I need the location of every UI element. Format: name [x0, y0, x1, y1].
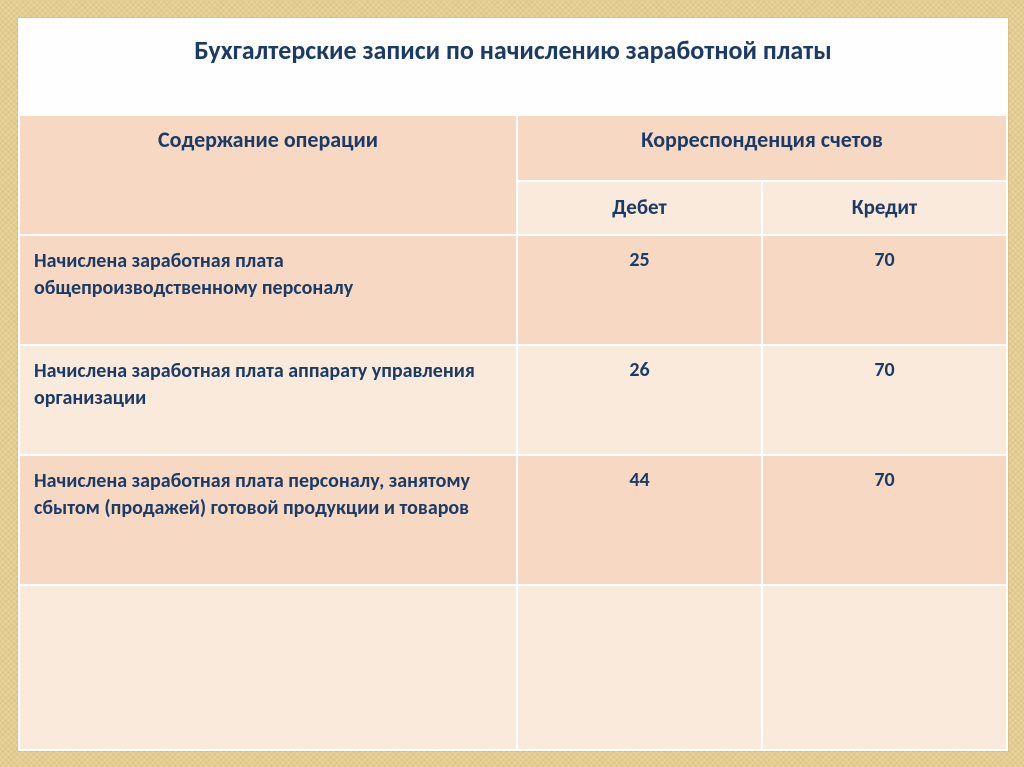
accounting-entries-table: Бухгалтерские записи по начислению зараб… — [18, 18, 1008, 751]
table-title: Бухгалтерские записи по начислению зараб… — [19, 19, 1007, 115]
column-header-credit: Кредит — [762, 181, 1007, 235]
table-row: Начислена заработная плата общепроизводс… — [19, 235, 517, 345]
table-row: Начислена заработная плата персоналу, за… — [19, 455, 517, 585]
debit-value: 44 — [517, 455, 762, 585]
column-header-operation: Содержание операции — [19, 115, 517, 235]
empty-row-cell — [762, 585, 1007, 750]
column-header-debit: Дебет — [517, 181, 762, 235]
column-header-correspondence: Корреспонденция счетов — [517, 115, 1007, 181]
debit-value: 26 — [517, 345, 762, 455]
slide-background: Бухгалтерские записи по начислению зараб… — [0, 0, 1024, 767]
credit-value: 70 — [762, 235, 1007, 345]
credit-value: 70 — [762, 455, 1007, 585]
credit-value: 70 — [762, 345, 1007, 455]
table-row: Начислена заработная плата аппарату упра… — [19, 345, 517, 455]
debit-value: 25 — [517, 235, 762, 345]
empty-row-cell — [517, 585, 762, 750]
empty-row-cell — [19, 585, 517, 750]
